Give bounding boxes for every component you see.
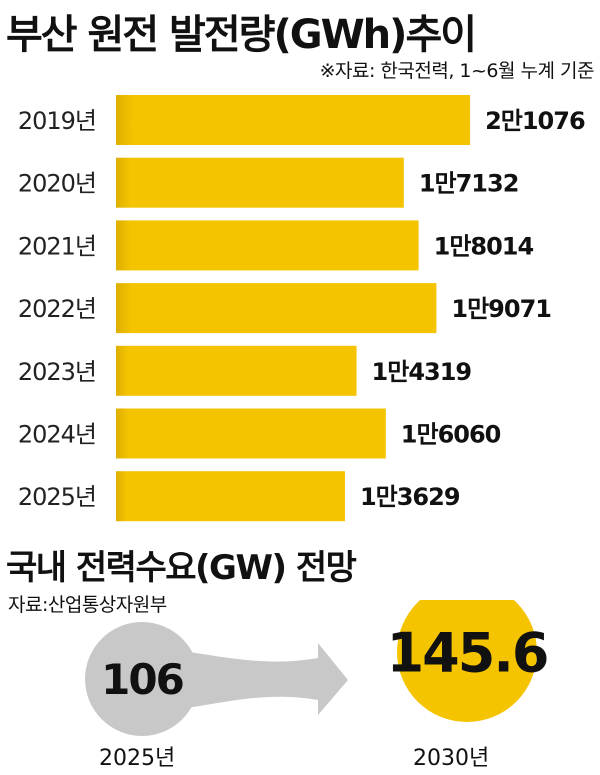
value-label: 1만8014	[434, 232, 534, 260]
value-label: 1만6060	[401, 421, 501, 449]
bar-2024년	[116, 408, 386, 459]
bar-2021년	[116, 220, 419, 271]
bubble-2030년	[397, 600, 537, 722]
value-label: 1만3629	[360, 483, 460, 511]
category-label: 2023년	[18, 358, 96, 386]
bar-2023년	[116, 345, 357, 396]
section-title: 국내 전력수요(GW) 전망	[6, 548, 357, 588]
value-label: 1만4319	[372, 358, 472, 386]
bar-2020년	[116, 157, 404, 208]
source-note: ※자료: 한국전력, 1~6월 누계 기준	[319, 60, 595, 82]
category-label: 2022년	[18, 295, 96, 323]
forecast-year-start: 2025년	[99, 746, 176, 771]
category-label: 2024년	[18, 421, 96, 449]
bar-2025년	[116, 471, 345, 522]
forecast-chart: 106 145.6	[85, 600, 549, 736]
bar-chart: 2019년 2만1076 2020년 1만7132 2021년 1만8014 2022년 1만…	[18, 95, 586, 522]
bubble-value: 106	[101, 655, 183, 704]
category-label: 2020년	[18, 170, 96, 198]
bubble-value: 145.6	[387, 621, 548, 684]
category-label: 2019년	[18, 107, 96, 135]
forecast-year-end: 2030년	[413, 746, 490, 771]
category-label: 2025년	[18, 483, 96, 511]
bubble-2025년	[85, 622, 199, 736]
category-label: 2021년	[18, 232, 96, 260]
value-label: 2만1076	[485, 107, 585, 135]
bar-2022년	[116, 283, 437, 334]
source-note-2: 자료:산업통상자원부	[8, 594, 167, 616]
bar-2019년	[116, 95, 471, 145]
page-title: 부산 원전 발전량(GWh)추이	[6, 12, 477, 58]
value-label: 1만7132	[419, 170, 519, 198]
value-label: 1만9071	[451, 295, 551, 323]
